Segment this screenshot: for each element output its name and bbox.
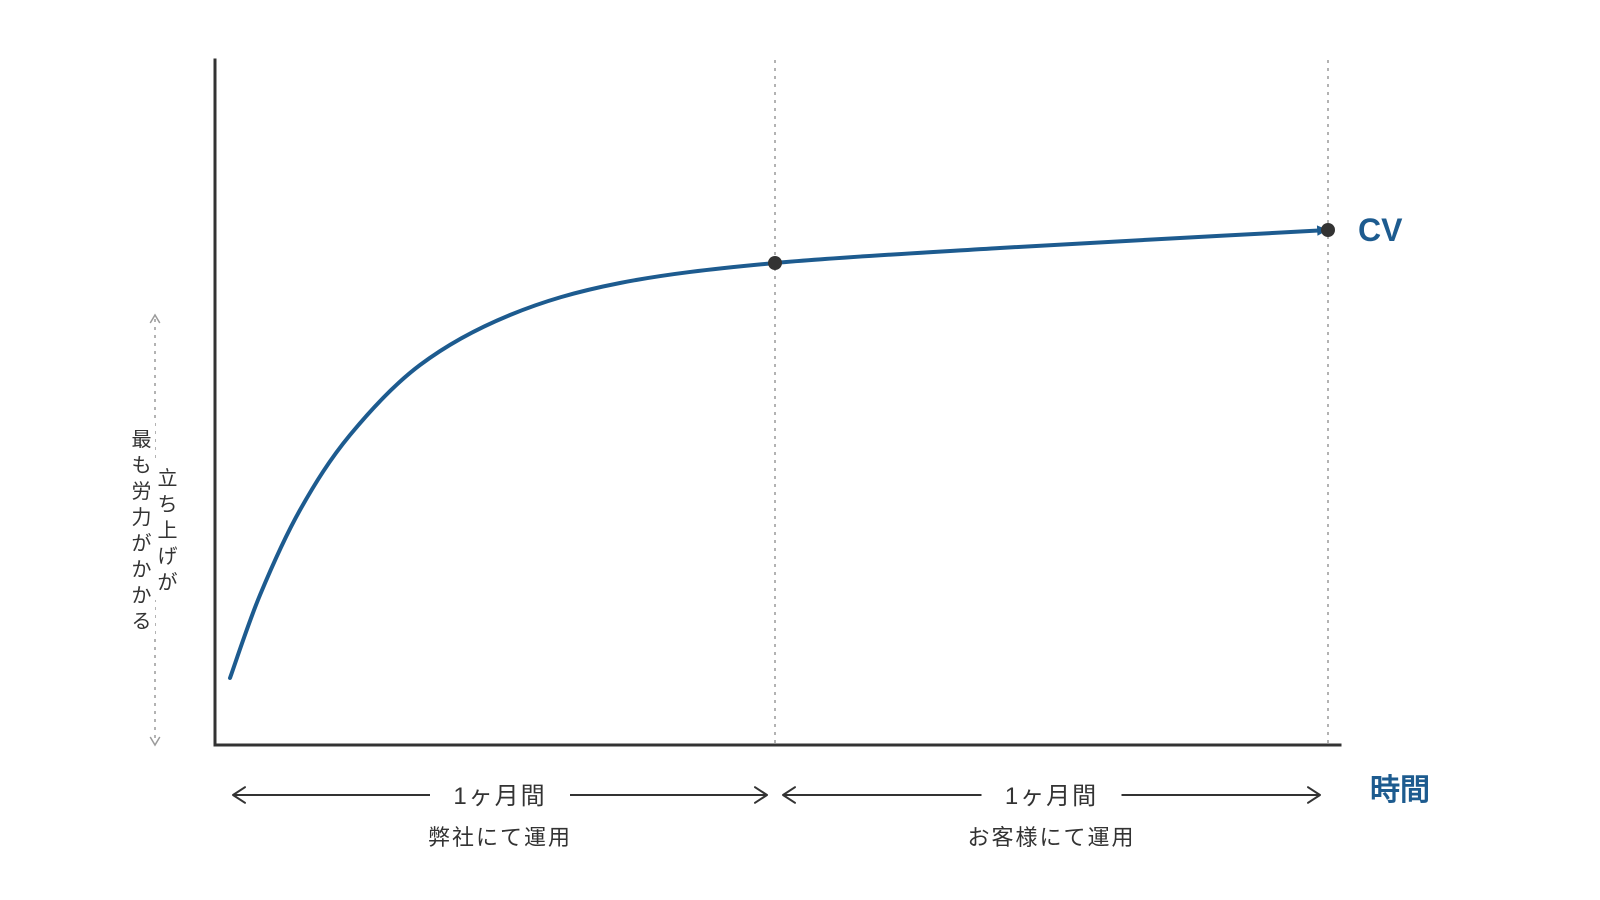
- x-axis-label: 時間: [1370, 774, 1430, 807]
- curve-end-label: CV: [1358, 212, 1403, 248]
- period-sublabel-1: お客様にて運用: [967, 825, 1135, 850]
- growth-curve-chart: CV時間1ヶ月間弊社にて運用1ヶ月間お客様にて運用立ち上げが最も労力がかかる: [0, 0, 1600, 900]
- curve-marker-1: [1321, 223, 1335, 237]
- period-sublabel-0: 弊社にて運用: [428, 825, 572, 850]
- curve-marker-0: [768, 256, 782, 270]
- cv-curve: [230, 230, 1328, 678]
- period-label-1: 1ヶ月間: [1005, 783, 1098, 810]
- period-label-0: 1ヶ月間: [453, 783, 546, 810]
- y-annotation-col-right: 立ち上げが: [158, 467, 179, 594]
